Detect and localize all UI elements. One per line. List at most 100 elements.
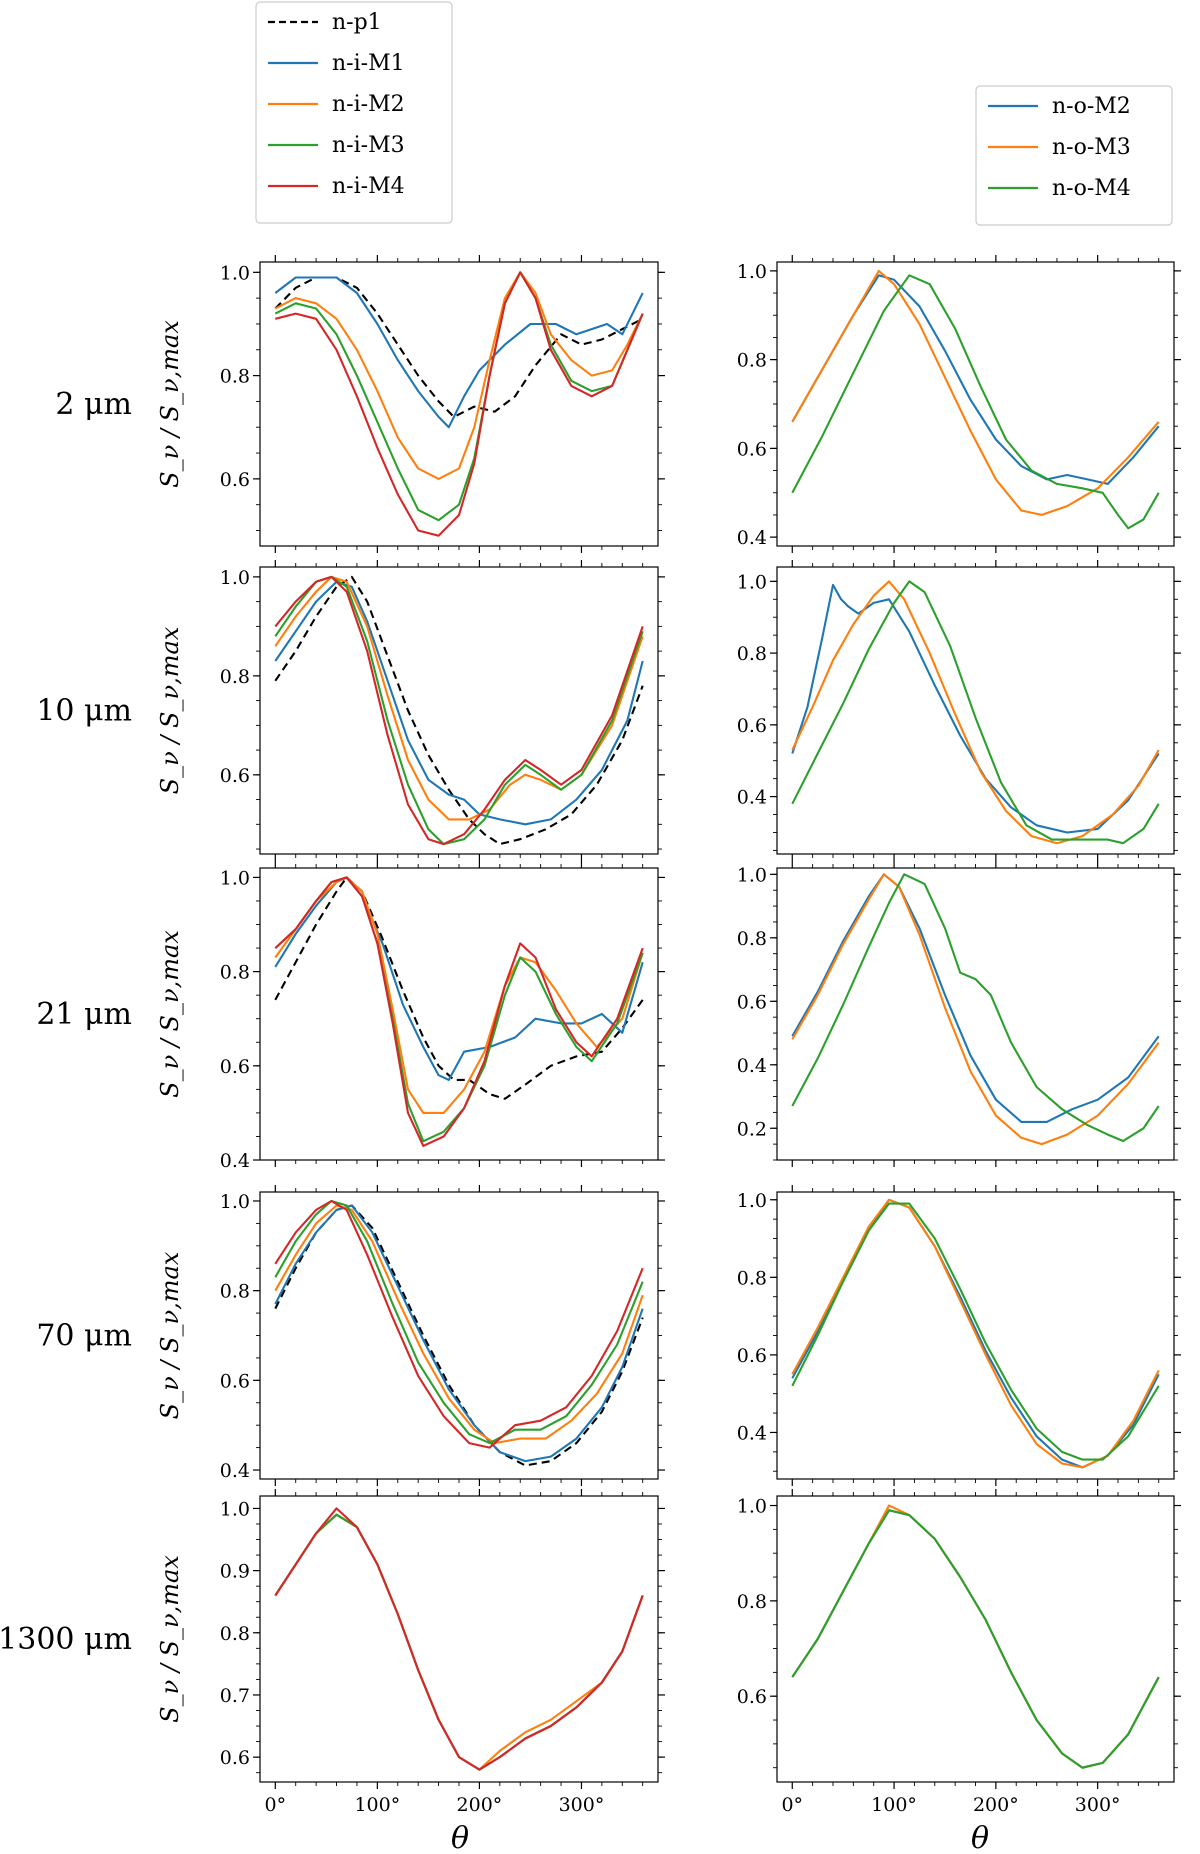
series-group	[274, 575, 644, 846]
series-line-n-i-M3	[274, 271, 644, 522]
series-line-n-o-M3	[791, 1504, 1160, 1769]
row-label: 10 μm	[36, 694, 132, 729]
y-tick-label: 0.6	[737, 1686, 767, 1708]
y-tick-label: 0.8	[220, 666, 250, 688]
y-tick-label: 0.4	[737, 787, 767, 809]
legend-label-n-o-M2: n-o-M2	[1052, 94, 1131, 119]
y-axis-label: S_ν / S_ν,max	[156, 1555, 184, 1723]
legend-label-n-i-M2: n-i-M2	[332, 92, 405, 117]
legend-label-n-p1: n-p1	[332, 10, 382, 35]
series-line-n-o-M3	[791, 269, 1160, 516]
y-tick-label: 0.8	[220, 366, 250, 388]
series-line-n-o-M3	[791, 580, 1160, 845]
y-tick-label: 1.0	[220, 567, 250, 589]
x-tick-label: 0°	[781, 1794, 803, 1816]
y-tick-label: 0.4	[220, 1460, 250, 1482]
legend-label-n-i-M1: n-i-M1	[332, 51, 405, 76]
series-line-n-i-M2	[274, 1204, 644, 1445]
y-tick-label: 0.8	[737, 350, 767, 372]
legend-frame	[975, 85, 1173, 226]
y-tick-label: 0.9	[220, 1561, 250, 1583]
plot-frame	[776, 1495, 1175, 1783]
series-line-n-o-M2	[791, 1509, 1160, 1769]
legend-right: n-o-M2 n-o-M3 n-o-M4	[975, 85, 1173, 226]
series-line-n-o-M2	[791, 873, 1160, 1123]
series-group	[791, 580, 1160, 845]
series-line-n-i-M1	[274, 1204, 644, 1463]
y-tick-label: 0.6	[737, 1345, 767, 1367]
series-line-n-o-M4	[791, 1202, 1160, 1461]
legend-frame	[255, 1, 453, 224]
series-line-n-i-M1	[274, 580, 644, 826]
series-group	[274, 1199, 644, 1467]
plot-frame	[776, 566, 1175, 855]
panel-70μm-left: 0.4 0.6 0.8 1.0 70 μm S_ν / S_ν,max	[36, 1185, 665, 1486]
x-tick-label: 300°	[559, 1794, 605, 1816]
legend-label-n-i-M4: n-i-M4	[332, 174, 405, 199]
y-tick-label: 0.7	[220, 1685, 250, 1707]
series-line-n-o-M2	[791, 274, 1160, 485]
panel-2μm-left: 0.6 0.8 1.0 2 μm S_ν / S_ν,max	[55, 255, 665, 553]
panel-1300μm-right: 0° 100° 200° 300° 0.6 0.8 1.0	[737, 1489, 1181, 1816]
x-tick-label: 0°	[265, 1794, 287, 1816]
y-tick-label: 0.6	[220, 469, 250, 491]
series-line-n-i-M4	[274, 1199, 644, 1449]
series-line-n-i-M3	[274, 876, 644, 1143]
series-line-n-o-M3	[791, 873, 1160, 1146]
row-label: 1300 μm	[0, 1622, 132, 1657]
y-axis-label: S_ν / S_ν,max	[156, 930, 184, 1098]
y-tick-label: 0.8	[220, 962, 250, 984]
y-tick-label: 0.4	[737, 1422, 767, 1444]
series-line-n-i-M4	[274, 876, 644, 1147]
row-label: 21 μm	[36, 997, 132, 1032]
y-tick-label: 1.0	[737, 864, 767, 886]
panel-2μm-right: 0.4 0.6 0.8 1.0	[737, 255, 1181, 553]
y-tick-label: 1.0	[737, 1496, 767, 1518]
series-line-n-p1	[274, 276, 644, 418]
y-tick-label: 0.4	[737, 1055, 767, 1077]
y-tick-label: 0.6	[220, 1370, 250, 1392]
panel-21μm-right: 0.2 0.4 0.6 0.8 1.0	[737, 861, 1181, 1167]
series-line-n-o-M4	[791, 873, 1160, 1143]
row-label: 2 μm	[55, 387, 132, 422]
plot-frame	[259, 1191, 659, 1480]
series-line-n-i-M1	[274, 1513, 644, 1771]
y-tick-label: 1.0	[220, 867, 250, 889]
series-line-n-i-M2	[274, 575, 644, 821]
legend-label-n-o-M3: n-o-M3	[1052, 135, 1131, 160]
panel-70μm-right: 0.4 0.6 0.8 1.0	[737, 1185, 1181, 1486]
y-tick-label: 0.6	[220, 1747, 250, 1769]
series-group	[791, 873, 1160, 1146]
y-tick-label: 0.6	[220, 765, 250, 787]
panel-10μm-right: 0.4 0.6 0.8 1.0	[737, 560, 1181, 861]
series-line-n-i-M2	[274, 1513, 644, 1771]
y-tick-label: 0.8	[220, 1281, 250, 1303]
series-line-n-o-M4	[791, 274, 1160, 530]
series-line-n-o-M4	[791, 580, 1160, 845]
panel-21μm-left: 0.4 0.6 0.8 1.0 21 μm S_ν / S_ν,max	[36, 861, 665, 1172]
series-group	[791, 269, 1160, 530]
y-axis-label: S_ν / S_ν,max	[156, 626, 184, 794]
series-line-n-i-M2	[274, 271, 644, 480]
y-tick-label: 0.8	[220, 1623, 250, 1645]
series-line-n-p1	[274, 575, 644, 846]
series-line-n-i-M4	[275, 271, 644, 537]
panels: 0.60.81.02 μm S_ν / S_ν,max0.40.60.81.00.…	[0, 255, 1181, 1816]
y-tick-label: 0.6	[737, 991, 767, 1013]
series-group	[274, 876, 644, 1147]
y-tick-label: 0.6	[220, 1056, 250, 1078]
y-tick-label: 0.6	[737, 715, 767, 737]
legend-label-n-o-M4: n-o-M4	[1052, 176, 1131, 201]
y-tick-label: 1.0	[737, 571, 767, 593]
y-tick-label: 1.0	[220, 1498, 250, 1520]
x-tick-label: 100°	[354, 1794, 400, 1816]
series-group	[791, 1504, 1160, 1769]
series-line-n-i-M1	[274, 276, 644, 429]
panel-10μm-left: 0.6 0.8 1.0 10 μm S_ν / S_ν,max	[36, 560, 665, 861]
y-tick-label: 1.0	[220, 1191, 250, 1213]
y-tick-label: 0.8	[737, 1591, 767, 1613]
series-line-n-i-M4	[274, 1507, 644, 1771]
legend-label-n-i-M3: n-i-M3	[332, 133, 405, 158]
y-tick-label: 0.8	[737, 643, 767, 665]
